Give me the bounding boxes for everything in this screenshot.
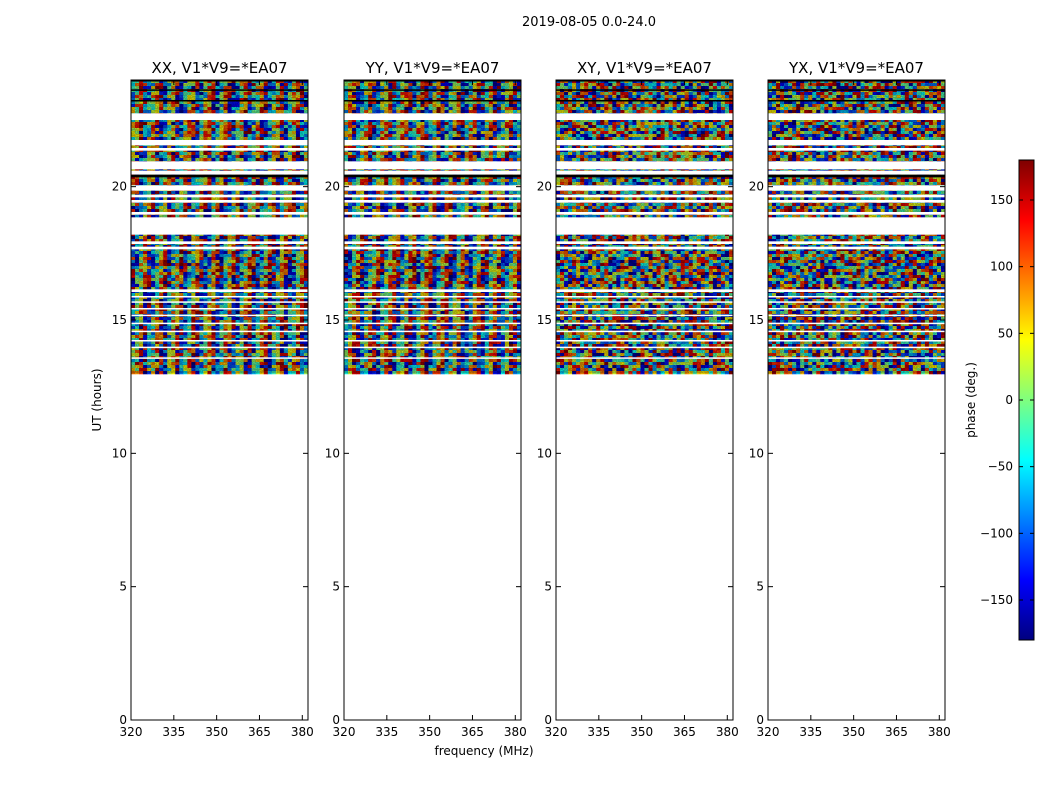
panel-1: XX, V1*V9=*EA07 320 335 350 365 380 0 5 10 15 20 <box>112 59 314 739</box>
y-tick-label: 20 <box>112 180 127 194</box>
x-tick-label: 365 <box>248 725 271 739</box>
flagged-band <box>131 357 308 359</box>
flagged-band <box>131 289 308 292</box>
flagged-band <box>131 113 308 120</box>
y-tick-label: 15 <box>112 313 127 327</box>
flagged-band <box>131 340 308 342</box>
black-band <box>131 89 308 91</box>
flagged-band <box>131 246 308 250</box>
y-tick-label: 10 <box>112 446 127 460</box>
black-band <box>131 100 308 102</box>
x-tick-label: 380 <box>291 725 314 739</box>
black-band <box>131 80 308 82</box>
x-tick-label: 320 <box>120 725 143 739</box>
flagged-band <box>131 296 308 298</box>
flagged-band <box>131 148 308 151</box>
flagged-band <box>131 185 308 191</box>
flagged-band <box>131 346 308 349</box>
panel-frame <box>130 79 309 721</box>
flagged-band <box>131 161 308 170</box>
y-tick-label: 5 <box>119 580 127 594</box>
black-band <box>131 174 308 178</box>
flagged-band <box>131 217 308 235</box>
figure-suptitle: 2019-08-05 0.0-24.0 <box>522 15 656 30</box>
flagged-band <box>131 330 308 333</box>
flagged-band <box>131 200 308 203</box>
y-tick-label: 0 <box>119 713 127 727</box>
flagged-band <box>131 212 308 215</box>
x-tick-label: 335 <box>162 725 185 739</box>
flagged-band <box>131 314 308 317</box>
flagged-band <box>131 322 308 325</box>
flagged-band <box>131 170 308 175</box>
flagged-band <box>131 308 308 310</box>
x-tick-label: 350 <box>205 725 228 739</box>
panel-title: XX, V1*V9=*EA07 <box>151 59 287 77</box>
flagged-band <box>131 140 308 146</box>
flagged-band <box>131 194 308 198</box>
flagged-band <box>131 301 308 303</box>
flagged-band <box>131 241 308 244</box>
